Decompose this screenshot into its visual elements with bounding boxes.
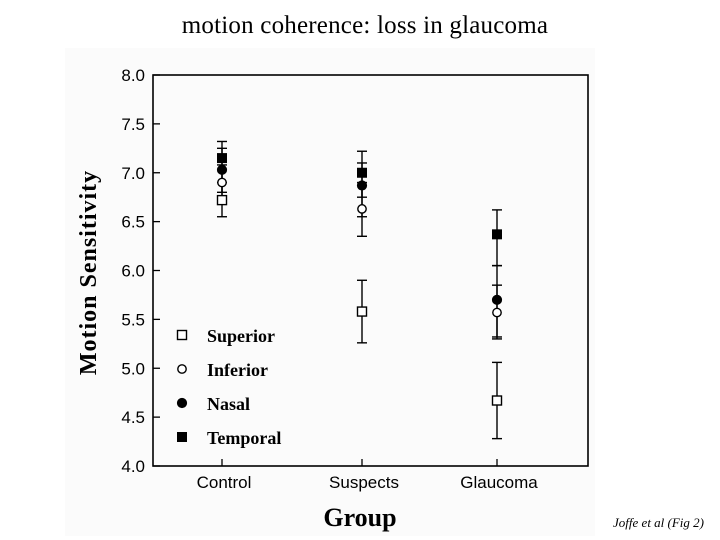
- data-point-temporal: [217, 153, 227, 164]
- data-point-superior: [356, 306, 368, 317]
- x-tick-label: Suspects: [329, 473, 399, 492]
- legend-marker-temporal: [177, 432, 187, 442]
- legend-label-nasal: Nasal: [207, 394, 250, 414]
- figure-panel: 4.0 4.5 5.0 5.5 6.0 6.5 7.0 7.5 8.0 Control Suspec…: [65, 48, 595, 536]
- legend-label-inferior: Inferior: [207, 360, 268, 380]
- motion-sensitivity-chart: 4.0 4.5 5.0 5.5 6.0 6.5 7.0 7.5 8.0 Control Suspec…: [76, 66, 589, 532]
- x-tick-label: Control: [197, 473, 252, 492]
- legend-marker-inferior: [177, 364, 187, 374]
- y-tick-label: 7.0: [121, 164, 145, 183]
- data-point-nasal: [491, 294, 503, 305]
- figure-caption: Joffe et al (Fig 2): [613, 515, 704, 530]
- data-point-superior: [216, 194, 228, 206]
- legend-marker-superior: [176, 329, 188, 341]
- x-axis-label: Group: [323, 503, 396, 532]
- y-tick-label: 6.5: [121, 213, 145, 232]
- legend-label-temporal: Temporal: [207, 428, 281, 448]
- y-tick-label: 4.0: [121, 457, 145, 476]
- data-point-inferior: [357, 204, 367, 214]
- data-point-temporal: [492, 229, 502, 240]
- y-axis-label: Motion Sensitivity: [76, 170, 102, 375]
- data-point-inferior: [217, 177, 227, 188]
- data-point-nasal: [216, 164, 228, 175]
- y-tick-label: 6.0: [121, 262, 145, 281]
- x-tick-label: Glaucoma: [460, 473, 538, 492]
- data-point-superior: [491, 395, 503, 406]
- y-tick-label: 7.5: [121, 115, 145, 134]
- y-tick-label: 4.5: [121, 408, 145, 427]
- data-point-temporal: [357, 167, 367, 178]
- y-tick-label: 5.5: [121, 310, 145, 329]
- y-tick-label: 5.0: [121, 359, 145, 378]
- legend-marker-nasal: [176, 397, 188, 409]
- data-point-inferior: [492, 307, 502, 318]
- legend-label-superior: Superior: [207, 326, 275, 346]
- data-point-nasal: [356, 180, 368, 191]
- y-tick-label: 8.0: [121, 66, 145, 85]
- slide-title: motion coherence: loss in glaucoma: [181, 12, 549, 39]
